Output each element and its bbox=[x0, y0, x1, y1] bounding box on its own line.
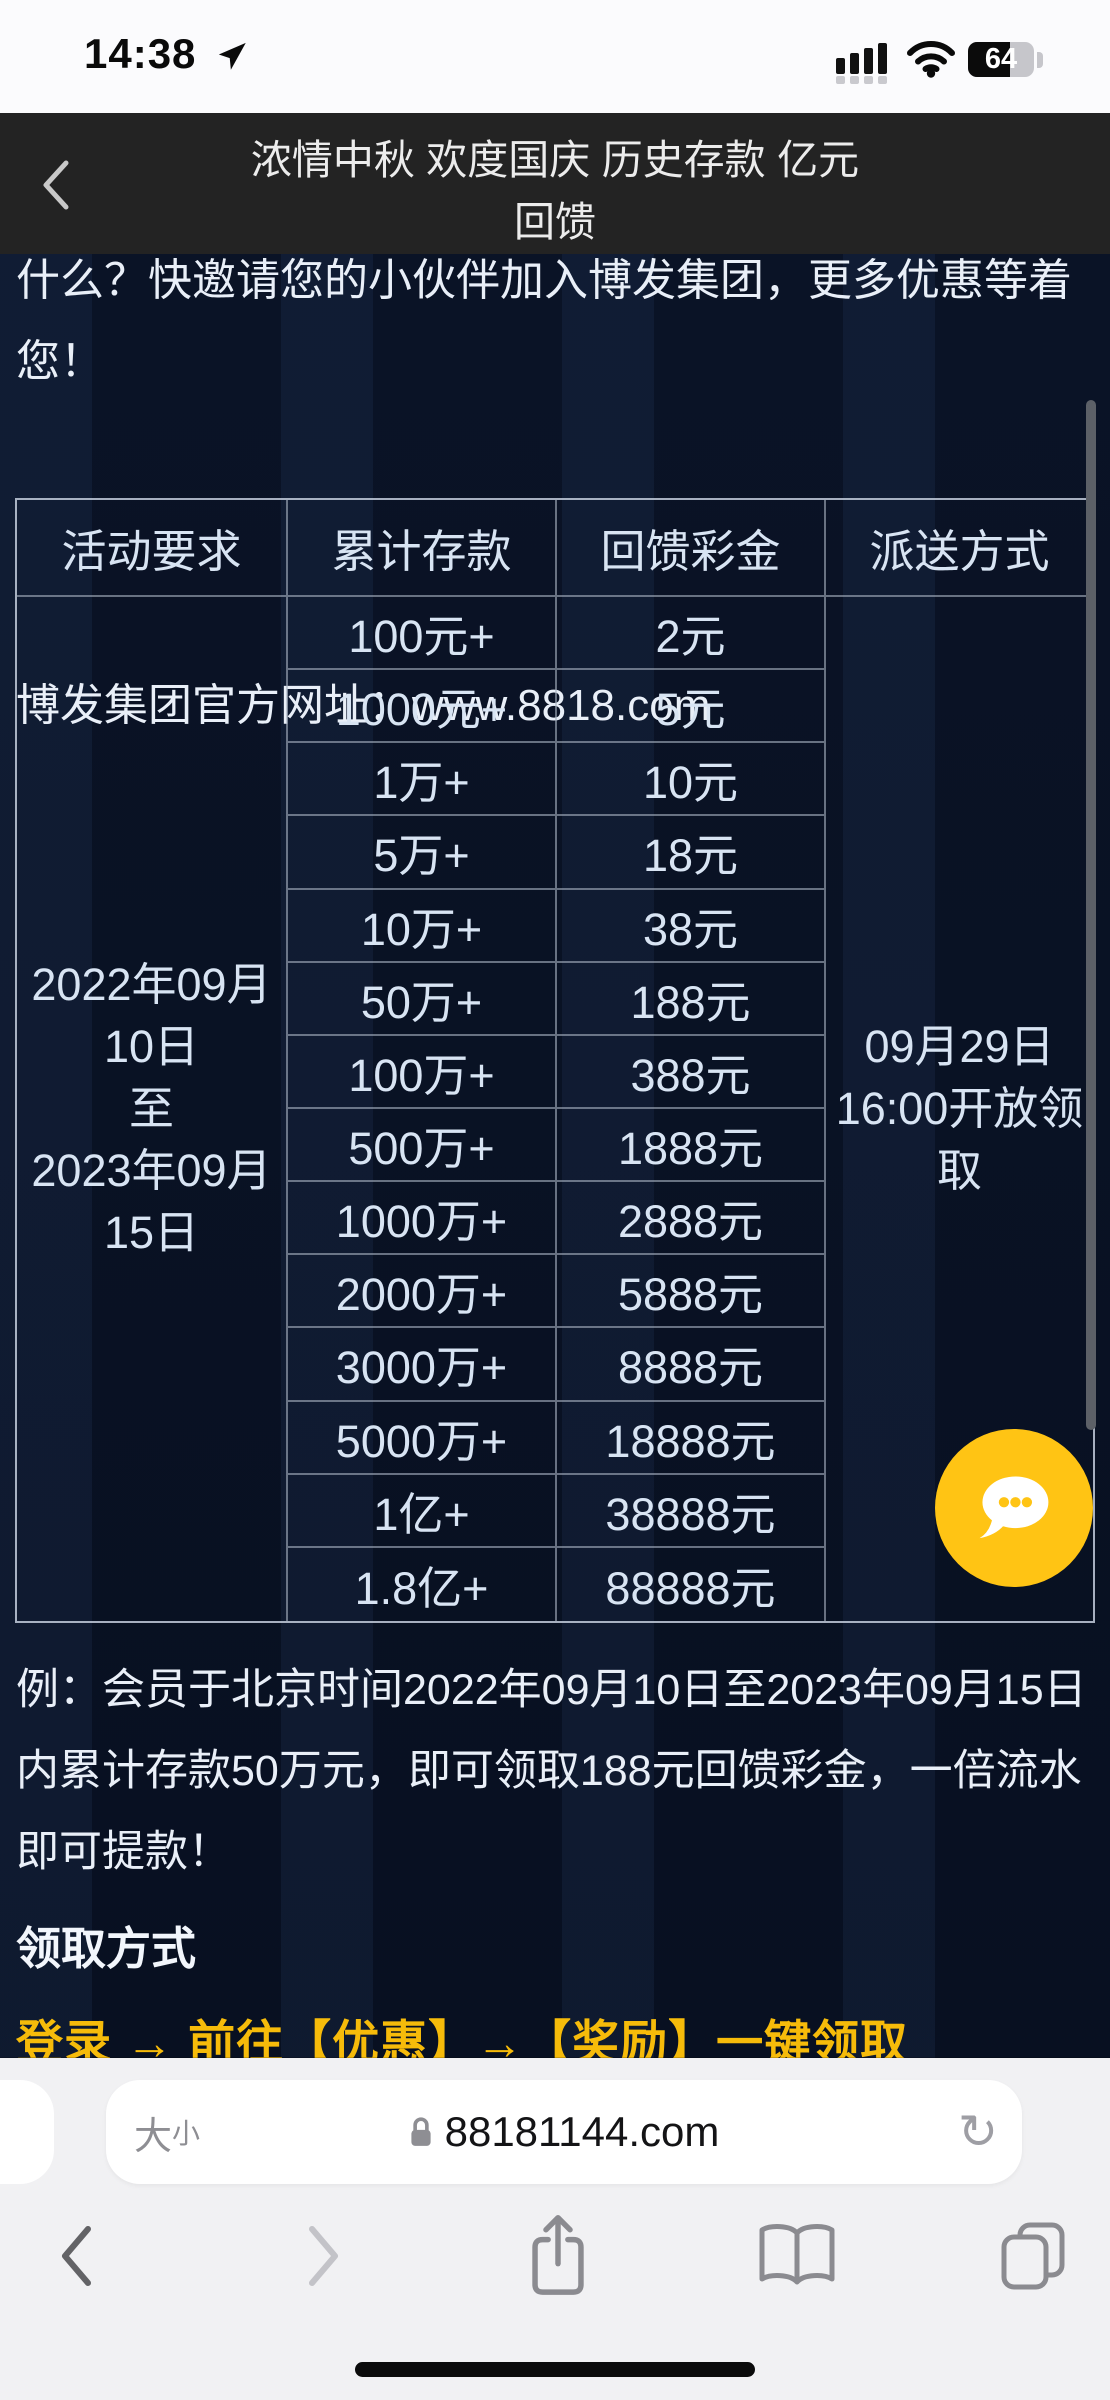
delivery-line: 16:00开放领 bbox=[835, 1083, 1084, 1134]
requirement-line: 2023年09月 bbox=[31, 1145, 272, 1196]
address-bar[interactable]: 大 小 88181144.com ↻ bbox=[106, 2080, 1022, 2184]
deposit-cell: 1000元+ bbox=[286, 670, 555, 744]
lock-icon bbox=[411, 2117, 431, 2146]
deposit-cell: 1.8亿+ bbox=[286, 1547, 555, 1621]
deposit-cell: 50万+ bbox=[286, 962, 555, 1036]
reload-button[interactable]: ↻ bbox=[957, 2104, 998, 2160]
deposit-cell: 1亿+ bbox=[286, 1474, 555, 1548]
share-icon bbox=[532, 2214, 584, 2295]
page-title-line1: 浓情中秋 欢度国庆 历史存款 亿元 bbox=[250, 137, 860, 183]
battery-percent: 64 bbox=[984, 43, 1018, 75]
browser-forward-button[interactable] bbox=[275, 2208, 371, 2304]
intro-line1: 什么？快邀请您的小伙伴加入博发集团，更多优惠等着 bbox=[16, 256, 1072, 305]
battery-icon: 64 bbox=[968, 42, 1034, 77]
intro-line2: 您！ bbox=[16, 337, 104, 386]
deposit-cell: 100元+ bbox=[286, 597, 555, 671]
requirement-line: 至 bbox=[128, 1083, 174, 1134]
bonus-cell: 5888元 bbox=[555, 1255, 824, 1329]
bonus-cell: 188元 bbox=[555, 962, 824, 1036]
example-line2: 内累计存款50万元，即可领取188元回馈彩金，一倍流水 bbox=[16, 1747, 1082, 1795]
bonus-cell: 388元 bbox=[555, 1035, 824, 1109]
bonus-cell: 88888元 bbox=[555, 1547, 824, 1621]
deposit-cell: 2000万+ bbox=[286, 1255, 555, 1329]
page-scrollbar[interactable] bbox=[1086, 400, 1096, 1430]
requirement-line: 15日 bbox=[103, 1207, 200, 1258]
location-arrow-icon bbox=[218, 42, 246, 70]
cellular-signal-icon bbox=[836, 42, 892, 84]
bonus-cell: 8888元 bbox=[555, 1328, 824, 1402]
deposit-cell: 1万+ bbox=[286, 743, 555, 817]
delivery-line: 09月29日 bbox=[864, 1021, 1055, 1072]
table-header-delivery: 派送方式 bbox=[824, 500, 1093, 597]
delivery-cell: 09月29日 16:00开放领 取 bbox=[824, 597, 1093, 1621]
font-size-button[interactable]: 大 小 bbox=[134, 2080, 200, 2184]
bonus-cell: 38888元 bbox=[555, 1474, 824, 1548]
table-header-requirement: 活动要求 bbox=[17, 500, 286, 597]
browser-back-button[interactable] bbox=[29, 2208, 125, 2304]
example-paragraph: 例：会员于北京时间2022年09月10日至2023年09月15日 内累计存款50… bbox=[16, 1650, 1096, 1893]
delivery-line: 取 bbox=[936, 1145, 982, 1196]
table-header-deposit: 累计存款 bbox=[286, 500, 555, 597]
deposit-cell: 1000万+ bbox=[286, 1182, 555, 1256]
chat-bubble-icon bbox=[979, 1476, 1049, 1539]
battery-nub bbox=[1037, 52, 1043, 68]
bonus-cell: 1888元 bbox=[555, 1109, 824, 1183]
adjacent-tab-fragment[interactable] bbox=[0, 2080, 54, 2184]
page-title-line2: 回馈 bbox=[514, 199, 596, 245]
customer-service-chat-button[interactable] bbox=[935, 1429, 1093, 1587]
deposit-cell: 3000万+ bbox=[286, 1328, 555, 1402]
font-size-small-label: 小 bbox=[172, 2118, 201, 2149]
bonus-cell: 5元 bbox=[555, 670, 824, 744]
back-chevron-icon[interactable] bbox=[36, 157, 76, 213]
book-icon bbox=[759, 2224, 835, 2285]
share-button[interactable] bbox=[510, 2208, 606, 2304]
safari-bottom-bar: 大 小 88181144.com ↻ bbox=[0, 2058, 1110, 2400]
bonus-cell: 18888元 bbox=[555, 1401, 824, 1475]
intro-paragraph: 什么？快邀请您的小伙伴加入博发集团，更多优惠等着 您！ bbox=[16, 240, 1096, 402]
requirement-cell: 2022年09月 10日 至 2023年09月 15日 bbox=[17, 597, 286, 1621]
forward-icon bbox=[309, 2226, 338, 2286]
requirement-line: 2022年09月 bbox=[31, 959, 272, 1010]
url-text: 88181144.com bbox=[444, 2108, 720, 2155]
bonus-cell: 2元 bbox=[555, 597, 824, 671]
wifi-icon bbox=[907, 41, 955, 78]
status-bar: 14:38 64 bbox=[0, 0, 1110, 113]
bonus-cell: 18元 bbox=[555, 816, 824, 890]
deposit-cell: 10万+ bbox=[286, 889, 555, 963]
bonus-cell: 38元 bbox=[555, 889, 824, 963]
bookmarks-button[interactable] bbox=[749, 2208, 845, 2304]
page-nav-header: 浓情中秋 欢度国庆 历史存款 亿元 回馈 bbox=[0, 113, 1110, 254]
promo-page-body: 什么？快邀请您的小伙伴加入博发集团，更多优惠等着 您！ 博发集团官方网址：www… bbox=[0, 254, 1110, 2070]
official-site-line: 博发集团官方网址：www.8818.com bbox=[16, 681, 711, 730]
url-display: 88181144.com bbox=[106, 2080, 1022, 2184]
example-line1: 例：会员于北京时间2022年09月10日至2023年09月15日 bbox=[16, 1666, 1087, 1714]
tabs-icon bbox=[1001, 2222, 1065, 2290]
deposit-cell: 100万+ bbox=[286, 1035, 555, 1109]
claim-method-heading: 领取方式 bbox=[16, 1923, 197, 1974]
home-indicator[interactable] bbox=[355, 2362, 755, 2377]
font-size-big-label: 大 bbox=[134, 2115, 173, 2158]
example-line3: 即可提款！ bbox=[16, 1828, 231, 1876]
tabs-button[interactable] bbox=[986, 2208, 1082, 2304]
deposit-cell: 500万+ bbox=[286, 1109, 555, 1183]
requirement-line: 10日 bbox=[103, 1021, 200, 1072]
promo-table: 活动要求 累计存款 回馈彩金 派送方式 2022年09月 10日 至 2023年… bbox=[15, 498, 1095, 1623]
battery-fill bbox=[968, 42, 1011, 77]
bonus-cell: 2888元 bbox=[555, 1182, 824, 1256]
table-header-bonus: 回馈彩金 bbox=[555, 500, 824, 597]
deposit-cell: 5万+ bbox=[286, 816, 555, 890]
page-title: 浓情中秋 欢度国庆 历史存款 亿元 回馈 bbox=[80, 129, 1030, 253]
bonus-cell: 10元 bbox=[555, 743, 824, 817]
deposit-cell: 5000万+ bbox=[286, 1401, 555, 1475]
back-icon bbox=[62, 2226, 91, 2286]
status-time: 14:38 bbox=[84, 30, 197, 77]
